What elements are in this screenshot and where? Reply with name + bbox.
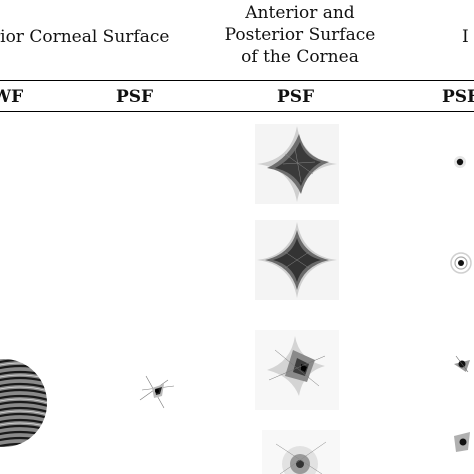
group-header-anterior-posterior-cornea: Anterior and Posterior Surface of the Co… xyxy=(218,2,382,68)
wavefront-map-image xyxy=(0,358,48,448)
psf-image-col3-row1 xyxy=(255,124,339,204)
psf-image-col3-row2 xyxy=(255,220,339,300)
psf-image-col4-row1 xyxy=(446,148,474,176)
group-header-line-2: Posterior Surface xyxy=(224,25,376,45)
psf-image-col4-row2 xyxy=(448,250,474,276)
group-header-line-3: of the Cornea xyxy=(241,47,359,67)
header-rule xyxy=(0,111,474,112)
column-header-psf-2: PSF xyxy=(277,87,315,107)
group-header-right-cut: I xyxy=(462,27,469,47)
column-header-psf-1: PSF xyxy=(116,87,154,107)
column-header-wf: WF xyxy=(0,87,24,107)
psf-image-col4-row4 xyxy=(450,428,474,456)
psf-image-col2-row3 xyxy=(138,370,178,414)
top-rule xyxy=(0,80,474,81)
group-header-anterior-corneal-surface: rior Corneal Surface xyxy=(0,27,170,47)
group-header-line-1: Anterior and xyxy=(245,3,355,23)
psf-image-col3-row4 xyxy=(262,430,340,474)
psf-image-col3-row3 xyxy=(255,330,339,410)
column-header-psf-3: PSF xyxy=(442,87,474,107)
psf-image-col4-row3 xyxy=(450,352,474,376)
